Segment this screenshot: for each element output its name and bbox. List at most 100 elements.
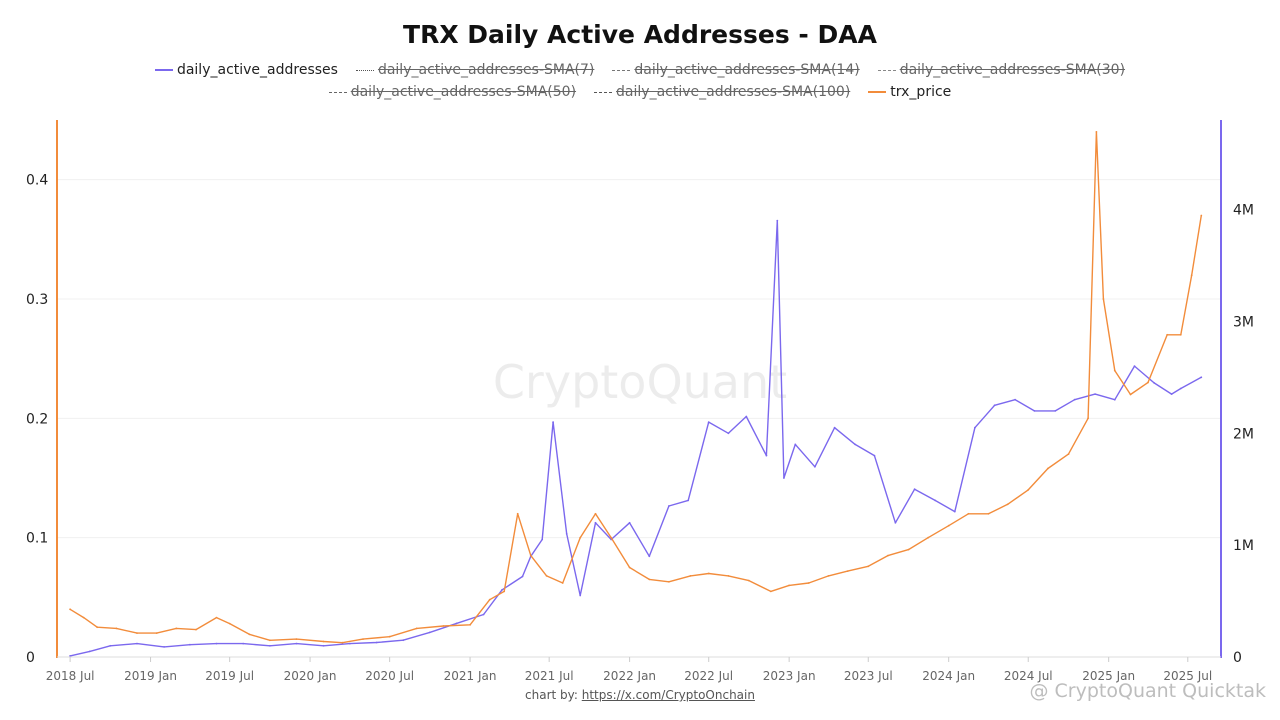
series-trx-price-point [195, 628, 197, 631]
legend-item-sma7[interactable]: daily_active_addresses-SMA(7) [355, 62, 594, 78]
series-daily-active-addresses-point [215, 642, 218, 645]
series-trx-price-point [415, 627, 418, 630]
series-trx-price-point [648, 578, 651, 581]
series-trx-price-point [594, 512, 597, 515]
y-right-tick-label: 0 [1233, 650, 1242, 666]
series-trx-price-point [1006, 503, 1009, 506]
series-trx-price-point [442, 625, 445, 627]
series-trx-price-point [248, 633, 251, 636]
legend-item-sma30[interactable]: daily_active_addresses-SMA(30) [877, 62, 1125, 78]
series-daily-active-addresses-point [1170, 393, 1173, 395]
series-daily-active-addresses-point [833, 426, 836, 429]
series-trx-price-point [469, 623, 471, 626]
series-trx-price-point [887, 554, 889, 557]
y-left-tick-label: 0.1 [26, 531, 48, 547]
legend-item-sma14[interactable]: daily_active_addresses-SMA(14) [612, 62, 860, 78]
series-daily-active-addresses-point [765, 454, 768, 457]
y-right-tick-label: 1M [1233, 538, 1254, 554]
series-daily-active-addresses-point [552, 421, 554, 423]
series-trx-price-point [488, 598, 491, 601]
y-right-tick-label: 2M [1233, 426, 1254, 442]
series-trx-price-point [529, 554, 532, 557]
legend-item-sma50[interactable]: daily_active_addresses-SMA(50) [328, 84, 576, 100]
y-left-tick-label: 0.4 [26, 173, 48, 189]
series-trx-price-point [689, 575, 692, 577]
series-daily-active-addresses-point [295, 642, 298, 645]
series-trx-price-point [748, 579, 750, 582]
series-trx-price-point [96, 626, 99, 629]
x-tick-label: 2025 Jan [1082, 669, 1135, 683]
x-tick-label: 2023 Jan [763, 669, 816, 683]
series-trx-price-point [1095, 131, 1098, 133]
series-trx-price-point [516, 512, 519, 515]
x-tick-label: 2023 Jul [844, 669, 893, 683]
chart-title: TRX Daily Active Addresses - DAA [403, 20, 877, 49]
series-trx-price-point [1147, 381, 1149, 384]
series-trx-price-point [215, 616, 218, 619]
series-trx-price-point [175, 627, 178, 630]
series-daily-active-addresses-point [1113, 398, 1116, 401]
series-daily-active-addresses-point [1014, 398, 1016, 401]
series-daily-active-addresses-point [1073, 398, 1076, 401]
series-daily-active-addresses-point [913, 488, 916, 491]
legend-item-trx-price[interactable]: trx_price [868, 84, 951, 100]
series-daily-active-addresses-point [628, 521, 631, 524]
series-daily-active-addresses-point [1153, 382, 1155, 384]
series-daily-active-addresses-point [1033, 410, 1036, 412]
footer-link[interactable]: https://x.com/CryptoOnchain [581, 688, 755, 702]
series-trx-price-point [69, 608, 71, 611]
series-trx-price-point [987, 512, 990, 515]
series-trx-price-point [322, 640, 325, 643]
series-daily-active-addresses-point [269, 644, 271, 647]
series-daily-active-addresses-point [88, 650, 91, 653]
x-tick-label: 2025 Jul [1163, 669, 1212, 683]
series-trx-price-point [561, 582, 564, 584]
series-trx-price-point [769, 590, 772, 593]
legend-swatch-sma14 [612, 69, 631, 71]
series-daily-active-addresses-point [854, 443, 856, 446]
legend-label-sma14: daily_active_addresses-SMA(14) [634, 62, 860, 78]
series-daily-active-addresses-point [428, 631, 431, 634]
series-trx-price-point [1166, 333, 1169, 336]
series-trx-price-point [707, 572, 710, 575]
series-trx-price-point [579, 536, 582, 539]
series-daily-active-addresses-point [873, 454, 876, 457]
series-daily-active-addresses-point [565, 533, 568, 535]
series-trx-price-point [115, 627, 118, 630]
series-daily-active-addresses-point [242, 642, 245, 645]
x-tick-label: 2021 Jan [444, 669, 497, 683]
legend-swatch-daa [154, 69, 173, 71]
series-daily-active-addresses-point [974, 426, 976, 429]
series-daily-active-addresses-point [455, 622, 458, 625]
series-daily-active-addresses-point [69, 655, 71, 657]
series-trx-price-point [927, 536, 929, 539]
series-daily-active-addresses [69, 219, 1202, 657]
series-daily-active-addresses-point [934, 499, 936, 502]
series-trx-price-point [1087, 417, 1089, 420]
axis-labels: 0 0.1 0.2 0.3 0.4 0 1M 2M 3M 4M 2018 Jul 2019 Jan 20… [26, 173, 1254, 683]
series-trx-price-point [846, 570, 849, 572]
series-trx-price-point [545, 575, 548, 577]
series-trx-price-point [136, 632, 138, 634]
legend-label-daa: daily_active_addresses [176, 62, 338, 78]
legend-swatch-trx-price [868, 91, 887, 93]
legend-row-1: daily_active_addresses daily_active_addr… [0, 62, 1280, 78]
series-trx-price-point [907, 548, 910, 551]
legend-label-sma100: daily_active_addresses-SMA(100) [616, 84, 851, 100]
series-trx-price-point [269, 639, 271, 642]
legend-item-sma100[interactable]: daily_active_addresses-SMA(100) [594, 84, 850, 100]
series-daily-active-addresses-point [521, 575, 524, 578]
x-tick-label: 2019 Jan [124, 669, 177, 683]
series-daily-active-addresses-point [814, 465, 816, 468]
series-daily-active-addresses-point [402, 639, 405, 642]
series-trx-price-point [295, 638, 298, 640]
x-tick-label: 2024 Jan [922, 669, 975, 683]
legend-swatch-sma100 [594, 91, 613, 93]
legend-item-daa[interactable]: daily_active_addresses [154, 62, 338, 78]
series-layer [69, 131, 1203, 657]
series-daily-active-addresses-point [668, 505, 670, 507]
series-daily-active-addresses-point [136, 642, 138, 645]
x-tick-label: 2020 Jul [365, 669, 414, 683]
series-daily-active-addresses-point [794, 443, 797, 446]
